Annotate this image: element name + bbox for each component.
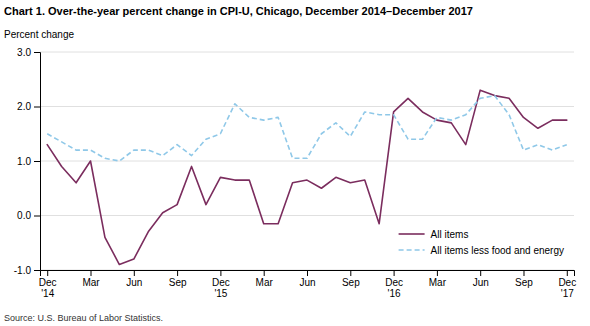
x-tick: Dec'15	[212, 270, 230, 299]
x-tick: Jun	[126, 270, 142, 288]
x-tick-mark	[350, 270, 351, 276]
x-axis: Dec'14 Mar Jun Sep Dec'15 Mar Jun Sep Dec'16 Mar J…	[39, 270, 576, 299]
x-tick-mark	[134, 270, 135, 276]
x-tick: Dec'17	[558, 270, 576, 299]
plot: -1.0 0.0 1.0 2.0 3.0 Dec'14 Mar Jun Sep Dec'15 Mar…	[14, 47, 576, 299]
legend-item: All items less food and energy	[399, 245, 564, 256]
x-tick: Sep	[169, 270, 187, 288]
grid-line	[40, 52, 574, 53]
x-tick-mark	[523, 270, 524, 276]
x-tick: Jun	[473, 270, 489, 288]
x-tick-label: Jun	[299, 277, 315, 288]
x-tick-label: Sep	[169, 277, 187, 288]
y-tick: 3.0	[17, 47, 40, 58]
x-tick-mark	[91, 270, 92, 276]
y-tick-mark	[34, 270, 40, 271]
x-tick: Dec'14	[39, 270, 57, 299]
x-tick-label: Mar	[429, 277, 447, 288]
x-tick-label: Sep	[515, 277, 533, 288]
x-tick: Mar	[256, 270, 274, 288]
y-tick: 1.0	[17, 156, 40, 167]
x-tick-mark	[567, 270, 568, 276]
x-tick-mark	[47, 270, 48, 276]
source: Source: U.S. Bureau of Labor Statistics.	[4, 313, 163, 323]
x-tick-mark	[177, 270, 178, 276]
x-tick-mark	[480, 270, 481, 276]
x-tick-label: Dec'14	[39, 277, 57, 299]
x-tick-label: Jun	[126, 277, 142, 288]
x-tick-label: Mar	[256, 277, 274, 288]
grid-line	[40, 106, 574, 107]
y-tick: 0.0	[17, 210, 40, 221]
x-tick: Dec'16	[385, 270, 403, 299]
y-tick-mark	[34, 216, 40, 217]
y-axis-label: Percent change	[4, 29, 74, 40]
y-tick-label: 2.0	[17, 101, 31, 112]
y-tick-label: -1.0	[14, 265, 32, 276]
title: Chart 1. Over-the-year percent change in…	[4, 5, 473, 17]
x-tick-mark	[394, 270, 395, 276]
y-tick-mark	[34, 107, 40, 108]
legend-swatch	[399, 249, 425, 251]
y-tick-mark	[34, 52, 40, 53]
chart: Chart 1. Over-the-year percent change in…	[0, 0, 590, 326]
x-tick-label: Mar	[82, 277, 100, 288]
x-tick-mark	[307, 270, 308, 276]
x-tick-label: Dec'17	[558, 277, 576, 299]
grid-line	[40, 215, 574, 216]
legend-label: All items less food and energy	[431, 245, 564, 256]
x-tick: Sep	[342, 270, 360, 288]
y-tick-label: 1.0	[17, 156, 31, 167]
x-tick: Jun	[299, 270, 315, 288]
y-tick-label: 0.0	[17, 210, 31, 221]
y-axis: -1.0 0.0 1.0 2.0 3.0	[14, 47, 41, 276]
x-tick-mark	[220, 270, 221, 276]
x-tick: Mar	[429, 270, 447, 288]
y-tick-mark	[34, 161, 40, 162]
x-tick-label: Sep	[342, 277, 360, 288]
grid	[40, 52, 574, 270]
x-tick: Mar	[82, 270, 100, 288]
legend-label: All items	[431, 229, 469, 240]
legend: All items All items less food and energy	[393, 220, 570, 264]
y-axis-line	[34, 53, 41, 271]
legend-item: All items	[399, 229, 469, 240]
legend-swatch	[399, 233, 425, 235]
y-tick: -1.0	[14, 265, 40, 276]
x-tick-label: Jun	[473, 277, 489, 288]
x-tick: Sep	[515, 270, 533, 288]
series-line	[47, 96, 567, 161]
grid-line	[40, 161, 574, 162]
x-tick-mark	[437, 270, 438, 276]
x-axis-line	[41, 271, 575, 277]
y-tick: 2.0	[17, 101, 40, 112]
x-tick-label: Dec'15	[212, 277, 230, 299]
y-tick-label: 3.0	[17, 47, 31, 58]
x-tick-mark	[264, 270, 265, 276]
x-tick-label: Dec'16	[385, 277, 403, 299]
legend-background	[393, 220, 570, 264]
